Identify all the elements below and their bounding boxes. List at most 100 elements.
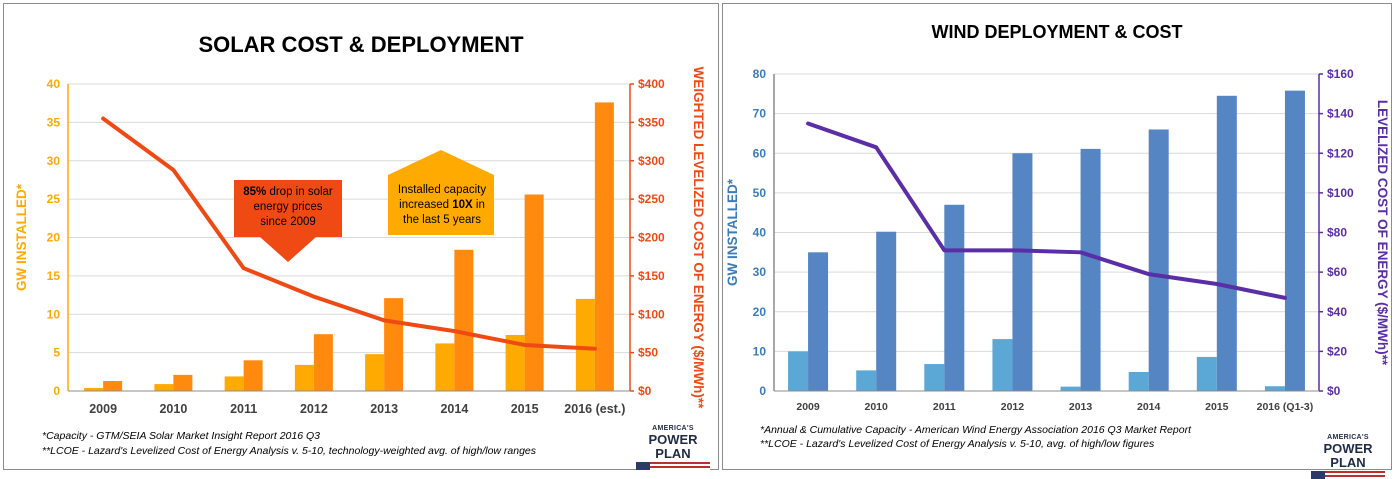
bar-2014 bbox=[1128, 371, 1149, 391]
left-axis-tick-label: 10 bbox=[47, 307, 61, 321]
right-axis-tick-label: $350 bbox=[638, 115, 665, 129]
bar-2010 bbox=[856, 370, 877, 391]
solar-chart-panel: SOLAR COST & DEPLOYMENT 0 5 10 15 20 25 30 35 40… bbox=[3, 3, 719, 470]
left-axis-tick-label: 60 bbox=[753, 146, 767, 160]
right-axis-tick-label: $20 bbox=[1327, 344, 1347, 358]
solar-chart-title: SOLAR COST & DEPLOYMENT bbox=[198, 32, 524, 57]
bar-2015 bbox=[1216, 95, 1237, 391]
lcoe-point bbox=[943, 249, 945, 251]
right-axis-title: LEVELIZED COST OF ENERGY ($/MWh)** bbox=[1375, 100, 1390, 366]
bar-2014 bbox=[454, 249, 474, 391]
left-axis-title: GW INSTALLED* bbox=[14, 183, 29, 291]
left-axis-tick-label: 50 bbox=[753, 186, 767, 200]
left-axis-title: GW INSTALLED* bbox=[725, 178, 740, 286]
lcoe-point bbox=[1148, 273, 1150, 275]
left-axis-tick-label: 10 bbox=[753, 344, 767, 358]
bar-2014 bbox=[1148, 129, 1169, 391]
right-axis-tick-label: $0 bbox=[638, 384, 652, 398]
bar-2015 bbox=[1196, 356, 1217, 391]
lcoe-point bbox=[383, 319, 385, 321]
right-axis-tick-label: $120 bbox=[1327, 146, 1354, 160]
bar-2012 bbox=[313, 334, 333, 391]
right-axis-tick-label: $160 bbox=[1327, 67, 1354, 81]
callout-line: Installed capacity bbox=[397, 184, 487, 196]
bar-2009 bbox=[103, 381, 123, 391]
wind-footnote-1: *Annual & Cumulative Capacity - American… bbox=[760, 424, 1191, 436]
wind-chart-title: WIND DEPLOYMENT & COST bbox=[931, 22, 1183, 42]
x-axis-tick-label: 2016 (est.) bbox=[564, 402, 625, 416]
lcoe-point bbox=[243, 267, 245, 269]
bar-2016-q1-3- bbox=[1284, 90, 1305, 391]
left-axis-tick-label: 40 bbox=[47, 77, 61, 91]
right-axis-tick-label: $200 bbox=[638, 231, 665, 245]
callout-line: increased 10X in bbox=[399, 199, 485, 211]
bar-2016-q1-3- bbox=[1264, 386, 1285, 391]
bar-2013 bbox=[1080, 148, 1101, 391]
x-axis-tick-label: 2013 bbox=[370, 402, 398, 416]
lcoe-point bbox=[1080, 251, 1082, 253]
capacity-increase-callout-text: Installed capacity increased 10X in the la… bbox=[390, 183, 494, 228]
wind-logo: AMERICA'S POWER PLAN bbox=[1311, 434, 1385, 479]
lcoe-point bbox=[313, 296, 315, 298]
x-axis-tick-label: 2014 bbox=[440, 402, 468, 416]
bar-2009 bbox=[84, 387, 104, 391]
x-axis-tick-label: 2009 bbox=[796, 401, 820, 413]
right-axis-tick-label: $80 bbox=[1327, 226, 1347, 240]
right-axis-tick-label: $0 bbox=[1327, 384, 1341, 398]
right-axis-tick-label: $250 bbox=[638, 192, 665, 206]
bar-2010 bbox=[154, 384, 174, 391]
right-axis-tick-label: $140 bbox=[1327, 107, 1354, 121]
solar-chart-plot: 0 5 10 15 20 25 30 35 40 $0 $50 $100 $150 $200 $250 $30… bbox=[14, 67, 706, 416]
right-axis-tick-label: $300 bbox=[638, 154, 665, 168]
price-drop-callout-text: 85% drop in solar energy prices since 2009 bbox=[236, 185, 340, 230]
lcoe-point bbox=[807, 123, 809, 125]
lcoe-point bbox=[1216, 283, 1218, 285]
left-axis-tick-label: 30 bbox=[753, 265, 767, 279]
x-axis-tick-label: 2009 bbox=[89, 402, 117, 416]
bar-2013 bbox=[365, 354, 385, 391]
x-axis-tick-label: 2014 bbox=[1137, 401, 1161, 413]
lcoe-line bbox=[806, 121, 1287, 300]
callout-line: the last 5 years bbox=[403, 214, 481, 226]
right-axis-title: WEIGHTED LEVELIZED COST OF ENERGY ($/MWh… bbox=[691, 67, 706, 410]
solar-footnote-1: *Capacity - GTM/SEIA Solar Market Insigh… bbox=[42, 430, 320, 442]
bar-2011 bbox=[924, 364, 945, 391]
right-axis-tick-label: $60 bbox=[1327, 265, 1347, 279]
right-axis-tick-label: $100 bbox=[1327, 186, 1354, 200]
wind-footnote-2: **LCOE - Lazard's Levelized Cost of Ener… bbox=[760, 438, 1155, 450]
bar-2016-est- bbox=[575, 298, 595, 391]
wind-chart-panel: WIND DEPLOYMENT & COST 0 10 20 30 40 50 60 70 80… bbox=[722, 3, 1392, 479]
left-axis-tick-label: 20 bbox=[753, 305, 767, 319]
x-axis-tick-label: 2011 bbox=[933, 401, 956, 413]
left-axis-tick-label: 15 bbox=[47, 269, 61, 283]
x-axis-tick-label: 2015 bbox=[1205, 401, 1229, 413]
bar-2014 bbox=[435, 343, 455, 391]
bar-2009 bbox=[808, 252, 829, 391]
bar-2016-est- bbox=[594, 102, 614, 392]
left-axis-tick-label: 20 bbox=[47, 231, 61, 245]
lcoe-point bbox=[1011, 249, 1013, 251]
x-axis-tick-label: 2015 bbox=[511, 402, 539, 416]
solar-logo: AMERICA'S POWER PLAN bbox=[636, 425, 710, 470]
lcoe-point bbox=[594, 348, 596, 350]
left-axis-tick-label: 0 bbox=[53, 384, 60, 398]
capacity-increase-arrow bbox=[388, 150, 494, 235]
right-axis-tick-label: $100 bbox=[638, 307, 665, 321]
bar-2015 bbox=[524, 194, 544, 391]
left-axis-tick-label: 80 bbox=[753, 67, 767, 81]
lcoe-point bbox=[524, 344, 526, 346]
x-axis-tick-label: 2010 bbox=[159, 402, 187, 416]
left-axis-tick-label: 30 bbox=[47, 154, 61, 168]
bar-2013 bbox=[384, 298, 404, 391]
bar-2011 bbox=[243, 360, 263, 391]
solar-footnote-2: **LCOE - Lazard's Levelized Cost of Ener… bbox=[42, 445, 537, 457]
lcoe-point bbox=[172, 169, 174, 171]
bar-2012 bbox=[1012, 153, 1033, 391]
x-axis-tick-label: 2016 (Q1-3) bbox=[1257, 401, 1314, 413]
bar-2010 bbox=[173, 374, 193, 391]
left-axis-tick-label: 25 bbox=[47, 192, 61, 206]
bar-2015 bbox=[505, 334, 525, 391]
price-drop-arrow bbox=[234, 180, 342, 262]
bar-2009 bbox=[788, 351, 809, 391]
callout-line: energy prices bbox=[253, 201, 323, 213]
